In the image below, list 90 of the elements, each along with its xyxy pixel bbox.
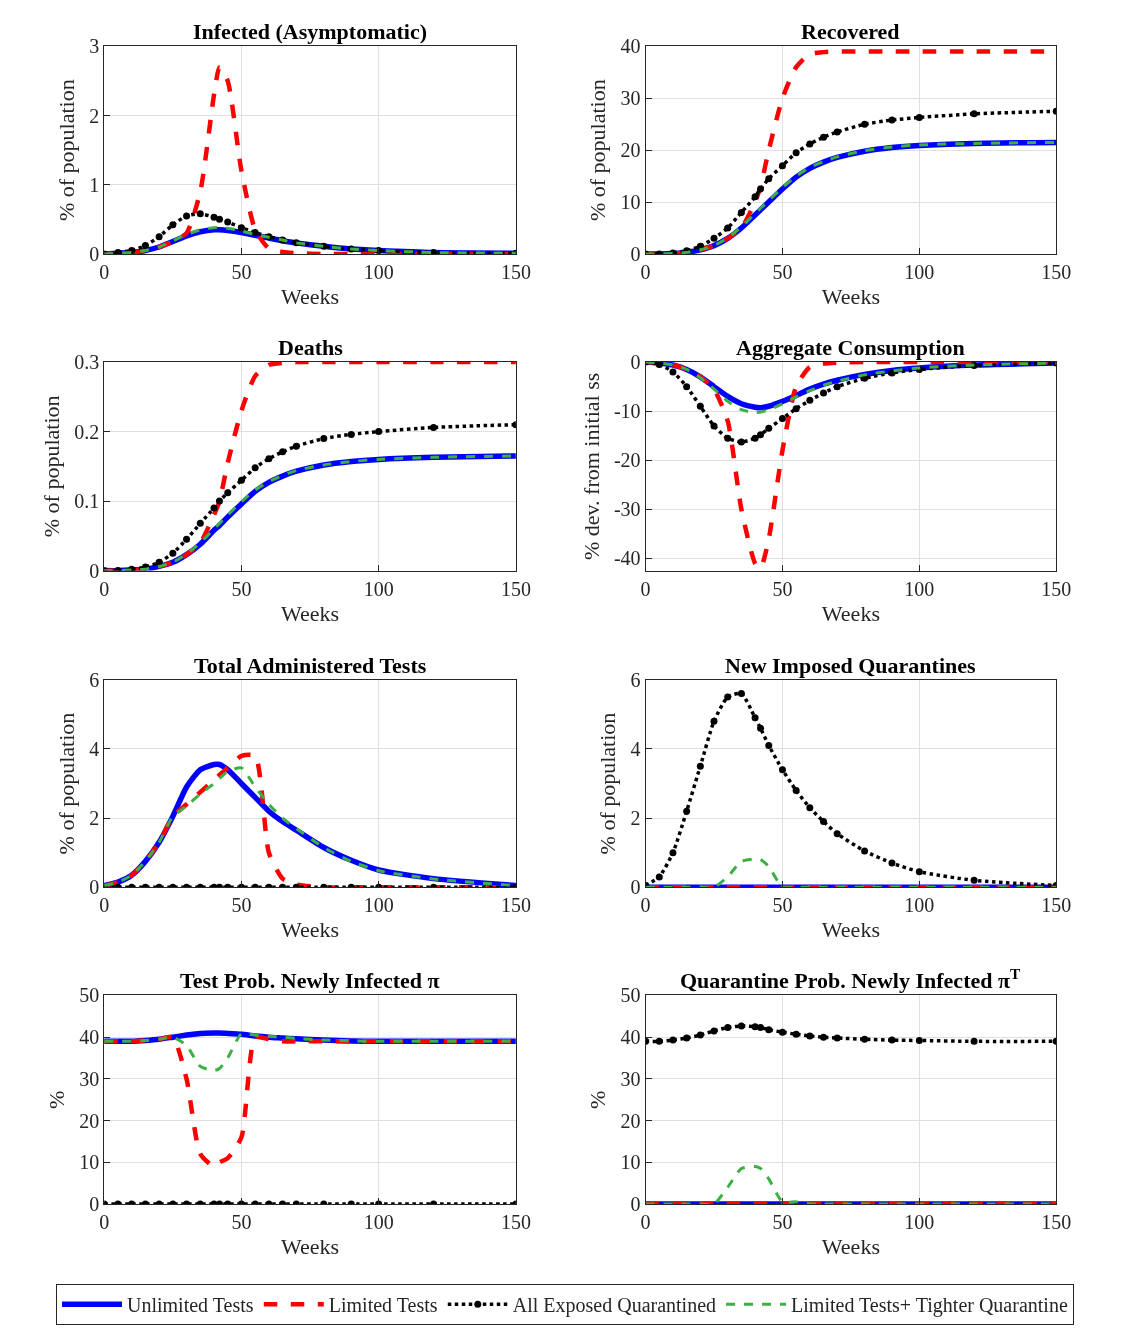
y-tick-label: 0 [630,1192,641,1215]
x-axis-title: Weeks [821,1233,880,1259]
y-tick-label: 6 [630,668,641,691]
legend-label: Unlimited Tests [127,1294,254,1317]
y-axis-title: % of population [595,712,621,855]
y-tick-label: 0 [89,242,100,265]
x-tick-label: 150 [1041,577,1072,600]
x-tick-label: 100 [904,894,935,917]
x-tick-label: 100 [363,260,394,283]
x-tick-label: 50 [231,577,252,600]
x-axis-title: Weeks [821,600,880,626]
chart-title: Infected (Asymptomatic) [193,19,427,44]
legend-label: Limited Tests [328,1294,438,1317]
y-tick-label: 0 [630,876,641,899]
chart-title: Recovered [801,19,900,44]
x-tick-label: 50 [231,260,252,283]
x-tick-label: 150 [1041,1210,1072,1233]
y-tick-label: -20 [613,449,641,472]
y-tick-label: 10 [620,1151,641,1174]
x-tick-label: 50 [772,894,793,917]
x-tick-label: 50 [231,894,252,917]
y-tick-label: 4 [630,737,641,760]
chart-title: Quarantine Prob. Newly Infected π$^{T}$ [680,965,1022,994]
y-tick-label: -40 [613,547,641,570]
y-tick-label: 0 [89,1192,100,1215]
y-axis-title: % of population [54,712,80,855]
y-axis-title: % of population [39,395,65,538]
y-tick-label: 40 [620,1026,641,1049]
x-tick-label: 50 [772,577,793,600]
y-tick-label: 20 [620,1109,641,1132]
chart-title: Test Prob. Newly Infected π [180,968,440,993]
y-tick-label: 6 [89,668,100,691]
y-tick-label: 0 [630,351,641,374]
y-tick-label: 4 [89,737,100,760]
x-tick-label: 150 [500,260,531,283]
y-axis-title: % of population [585,79,611,222]
y-tick-label: 1 [89,173,100,196]
legend-label: Limited Tests+ Tighter Quarantine [791,1294,1068,1318]
legend-label: All Exposed Quarantined [512,1294,717,1318]
y-axis-title: % of population [54,79,80,222]
y-tick-label: 0.1 [74,490,100,513]
y-tick-label: 10 [620,191,641,214]
x-axis-title: Weeks [281,1233,340,1259]
y-tick-label: 30 [620,87,641,110]
chart-title: New Imposed Quarantines [725,653,977,678]
x-tick-label: 150 [500,894,531,917]
y-tick-label: 40 [620,35,641,58]
x-axis-title: Weeks [821,283,880,309]
y-axis-title: % [44,1090,70,1109]
y-tick-label: 2 [630,807,641,830]
y-axis-title: % dev. from initial ss [578,372,604,561]
y-tick-label: 0 [630,242,641,265]
x-tick-label: 100 [904,577,935,600]
y-tick-label: 10 [79,1151,100,1174]
y-tick-label: 50 [79,984,100,1007]
chart-title: Total Administered Tests [194,653,427,678]
x-axis-title: Weeks [821,917,880,943]
x-tick-label: 100 [363,1210,394,1233]
y-axis-title: % [585,1090,611,1109]
y-tick-label: 50 [620,984,641,1007]
y-tick-label: 2 [89,807,100,830]
y-tick-label: 30 [79,1067,100,1090]
x-axis-title: Weeks [281,917,340,943]
y-tick-label: 40 [79,1026,100,1049]
y-tick-label: 20 [79,1109,100,1132]
x-tick-label: 150 [1041,260,1072,283]
x-tick-label: 150 [1041,894,1072,917]
x-tick-label: 150 [500,577,531,600]
x-tick-label: 100 [363,894,394,917]
y-tick-label: 0 [89,876,100,899]
x-tick-label: 100 [904,1210,935,1233]
x-tick-label: 50 [772,260,793,283]
x-tick-label: 150 [500,1210,531,1233]
x-tick-label: 100 [904,260,935,283]
y-tick-label: -30 [613,498,641,521]
y-tick-label: -10 [613,400,641,423]
y-tick-label: 30 [620,1067,641,1090]
chart-title: Aggregate Consumption [736,335,965,360]
y-tick-label: 0.2 [74,420,100,443]
x-tick-label: 50 [231,1210,252,1233]
x-axis-title: Weeks [281,283,340,309]
x-tick-label: 50 [772,1210,793,1233]
y-tick-label: 0 [89,559,100,582]
x-axis-title: Weeks [281,600,340,626]
y-tick-label: 0.3 [74,351,100,374]
x-tick-label: 100 [363,577,394,600]
y-tick-label: 20 [620,139,641,162]
chart-title: Deaths [278,335,344,360]
y-tick-label: 2 [89,104,100,127]
y-tick-label: 3 [89,35,100,58]
